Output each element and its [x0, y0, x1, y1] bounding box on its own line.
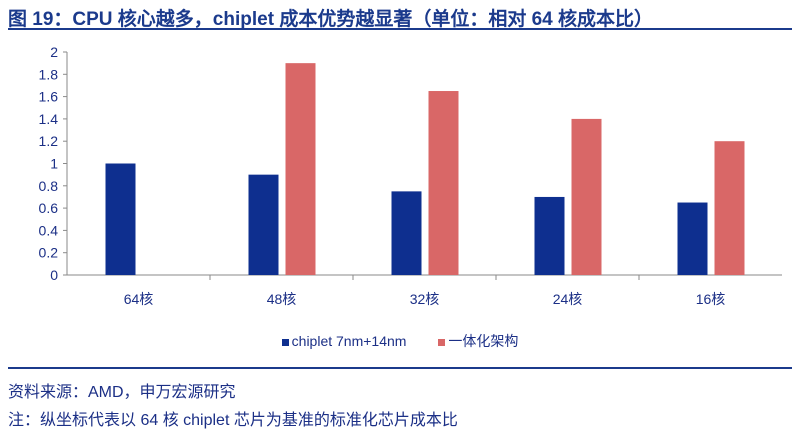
y-tick-label: 1.8 — [39, 66, 59, 82]
legend-label: 一体化架构 — [448, 333, 519, 349]
bar-chiplet — [391, 191, 422, 275]
legend-swatch — [281, 338, 289, 346]
y-tick-label: 0 — [50, 267, 58, 283]
bar-chiplet — [248, 174, 279, 275]
y-tick-label: 1.4 — [39, 111, 59, 127]
bar-chart: 0 0.2 0.4 0.6 0.8 1 1.2 1.4 1.6 1.8 2 64核 48核 32核 24核 1… — [39, 44, 782, 307]
x-tick-label: 32核 — [410, 291, 440, 307]
bar-chiplet — [677, 202, 708, 275]
bar-monolithic — [714, 141, 745, 275]
y-tick-label: 1.6 — [39, 89, 59, 105]
y-tick-label: 0.6 — [39, 200, 59, 216]
x-tick-label: 64核 — [124, 291, 154, 307]
bar-monolithic — [285, 63, 316, 276]
bar-chiplet — [105, 163, 136, 275]
legend-label: chiplet 7nm+14nm — [291, 333, 407, 349]
title-divider — [8, 28, 792, 30]
legend-item-monolithic: 一体化架构 — [438, 333, 518, 349]
legend: chiplet 7nm+14nm 一体化架构 — [0, 331, 800, 351]
source-text: 资料来源：AMD，申万宏源研究 — [8, 384, 236, 401]
y-tick-label: 2 — [50, 44, 58, 60]
x-tick-label: 48核 — [267, 291, 297, 307]
footer-divider — [8, 367, 792, 369]
y-tick-label: 0.2 — [39, 245, 59, 261]
y-tick-label: 0.8 — [39, 178, 59, 194]
bar-monolithic — [428, 91, 459, 276]
legend-item-chiplet: chiplet 7nm+14nm — [281, 333, 407, 349]
x-tick-label: 24核 — [553, 291, 583, 307]
bar-monolithic — [571, 118, 602, 276]
figure-title: 图 19：CPU 核心越多，chiplet 成本优势越显著（单位：相对 64 核… — [8, 9, 654, 30]
y-tick-label: 0.4 — [39, 222, 59, 238]
bar-chiplet — [534, 196, 565, 275]
legend-swatch — [438, 338, 446, 346]
y-tick-label: 1.2 — [39, 133, 59, 149]
note-text: 注：纵坐标代表以 64 核 chiplet 芯片为基准的标准化芯片成本比 — [8, 412, 458, 429]
y-tick-label: 1 — [50, 156, 58, 172]
x-tick-label: 16核 — [696, 291, 726, 307]
